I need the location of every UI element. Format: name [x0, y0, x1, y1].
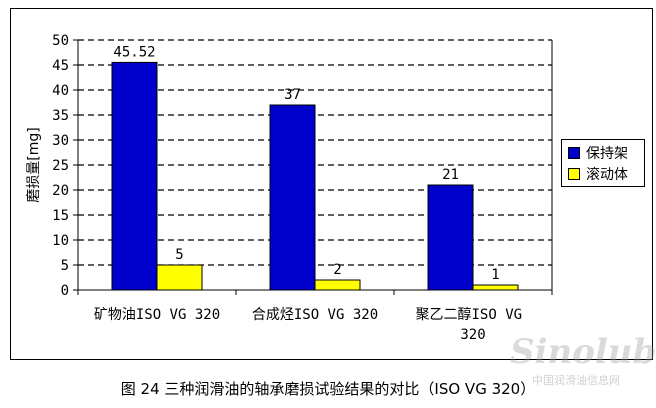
y-tick-label: 40 — [52, 83, 69, 99]
legend-label: 保持架 — [586, 146, 628, 162]
bar — [472, 284, 519, 291]
y-tick-label: 35 — [52, 108, 69, 124]
bar — [314, 279, 361, 291]
y-tick-label: 10 — [52, 233, 69, 249]
y-tick-label: 50 — [52, 33, 69, 49]
x-tick-label: 矿物油ISO VG 320 — [94, 307, 220, 323]
legend: 保持架 滚动体 — [561, 139, 645, 187]
x-tick-label-line: 320 — [460, 327, 485, 343]
data-label: 1 — [491, 267, 499, 283]
data-label: 37 — [284, 87, 301, 103]
bar — [111, 61, 158, 291]
y-tick-label: 45 — [52, 58, 69, 74]
bar — [269, 104, 316, 291]
y-axis-label: 磨损量[mg] — [26, 127, 42, 202]
legend-label: 滚动体 — [586, 167, 628, 183]
legend-item-1: 滚动体 — [568, 164, 628, 184]
legend-swatch — [568, 147, 580, 159]
data-label: 5 — [175, 247, 183, 263]
x-tick-label: 聚乙二醇ISO VG 320 — [415, 306, 530, 343]
bars — [111, 61, 519, 291]
data-label: 45.52 — [113, 44, 155, 60]
y-tick-label: 20 — [52, 183, 69, 199]
x-tick-label: 合成烃ISO VG 320 — [252, 307, 378, 323]
x-tick-label-line: 聚乙二醇ISO VG — [415, 306, 530, 323]
watermark-logo: Sinolub — [510, 332, 656, 372]
y-tick-label: 25 — [52, 158, 69, 174]
legend-item-0: 保持架 — [568, 143, 628, 163]
bar — [427, 184, 474, 291]
y-tick-label: 15 — [52, 208, 69, 224]
y-tick-label: 30 — [52, 133, 69, 149]
legend-swatch — [568, 168, 580, 180]
y-tick-label: 5 — [61, 258, 69, 274]
watermark-subtitle: 中国润滑油信息网 — [532, 374, 620, 387]
figure-caption: 图 24 三种润滑油的轴承磨损试验结果的对比（ISO VG 320） — [120, 380, 536, 398]
y-tick-label: 0 — [61, 283, 69, 299]
bar — [156, 264, 203, 291]
data-label: 21 — [442, 167, 459, 183]
data-label: 2 — [333, 262, 341, 278]
